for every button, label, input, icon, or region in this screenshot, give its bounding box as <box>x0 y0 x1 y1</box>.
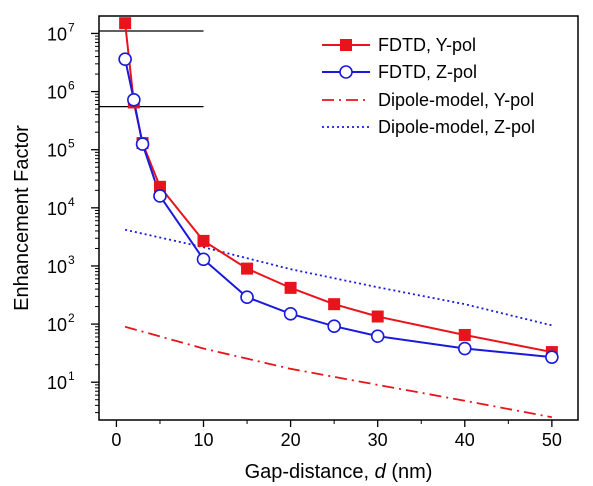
x-axis-label-prefix: Gap-distance, <box>245 461 375 483</box>
legend-marker <box>339 65 353 79</box>
series-line <box>124 325 553 419</box>
x-tick-label: 50 <box>542 430 562 450</box>
data-point <box>197 234 210 247</box>
y-tick-label: 10 <box>47 141 67 161</box>
y-tick-label: 10 <box>47 257 67 277</box>
x-tick-label: 40 <box>455 430 475 450</box>
x-tick-label: 10 <box>193 430 213 450</box>
plot-area <box>99 17 559 419</box>
y-axis-label: Enhancement Factor <box>11 125 33 311</box>
y-tick-exponent: 3 <box>68 253 75 267</box>
y-tick-exponent: 6 <box>68 79 75 93</box>
y-tick-exponent: 1 <box>68 369 75 383</box>
legend-label: FDTD, Z-pol <box>378 62 477 82</box>
data-point <box>328 298 341 311</box>
y-tick-label: 10 <box>47 199 67 219</box>
y-tick-exponent: 5 <box>68 137 75 151</box>
y-tick-label: 10 <box>47 373 67 393</box>
data-point <box>241 262 254 275</box>
data-point <box>284 281 297 294</box>
y-tick-exponent: 7 <box>68 20 75 34</box>
data-point <box>457 341 472 356</box>
x-tick-label: 20 <box>281 430 301 450</box>
legend-label: Dipole-model, Y-pol <box>378 90 534 110</box>
data-point <box>153 180 166 193</box>
data-point <box>196 252 211 267</box>
data-point <box>127 93 141 107</box>
data-point <box>118 52 132 67</box>
x-axis-label-suffix: (nm) <box>386 461 433 483</box>
x-axis-label-italic: d <box>375 461 387 483</box>
legend: FDTD, Y-pol FDTD, Z-pol Dipole-model, Y-po… <box>322 35 535 137</box>
x-tick-label: 0 <box>111 430 121 450</box>
data-point <box>370 329 385 343</box>
data-point <box>153 189 167 203</box>
y-tick-label: 10 <box>47 83 67 103</box>
y-tick-label: 10 <box>47 315 67 335</box>
x-tick-label: 30 <box>368 430 388 450</box>
plot-frame <box>98 15 579 421</box>
data-point <box>458 328 471 341</box>
data-point <box>119 17 132 30</box>
data-point <box>135 137 150 151</box>
y-tick-exponent: 2 <box>68 311 75 325</box>
y-tick-label: 10 <box>47 24 67 44</box>
series-line <box>124 228 553 327</box>
legend-label: FDTD, Y-pol <box>378 35 476 55</box>
data-point <box>327 319 341 333</box>
y-tick-exponent: 4 <box>68 195 75 209</box>
data-point <box>283 307 298 321</box>
x-axis-label: Gap-distance, d (nm) <box>245 461 433 483</box>
data-point <box>371 310 384 323</box>
data-point <box>240 290 254 305</box>
legend-marker <box>340 39 352 51</box>
legend-label: Dipole-model, Z-pol <box>378 117 535 137</box>
data-point <box>545 350 559 364</box>
